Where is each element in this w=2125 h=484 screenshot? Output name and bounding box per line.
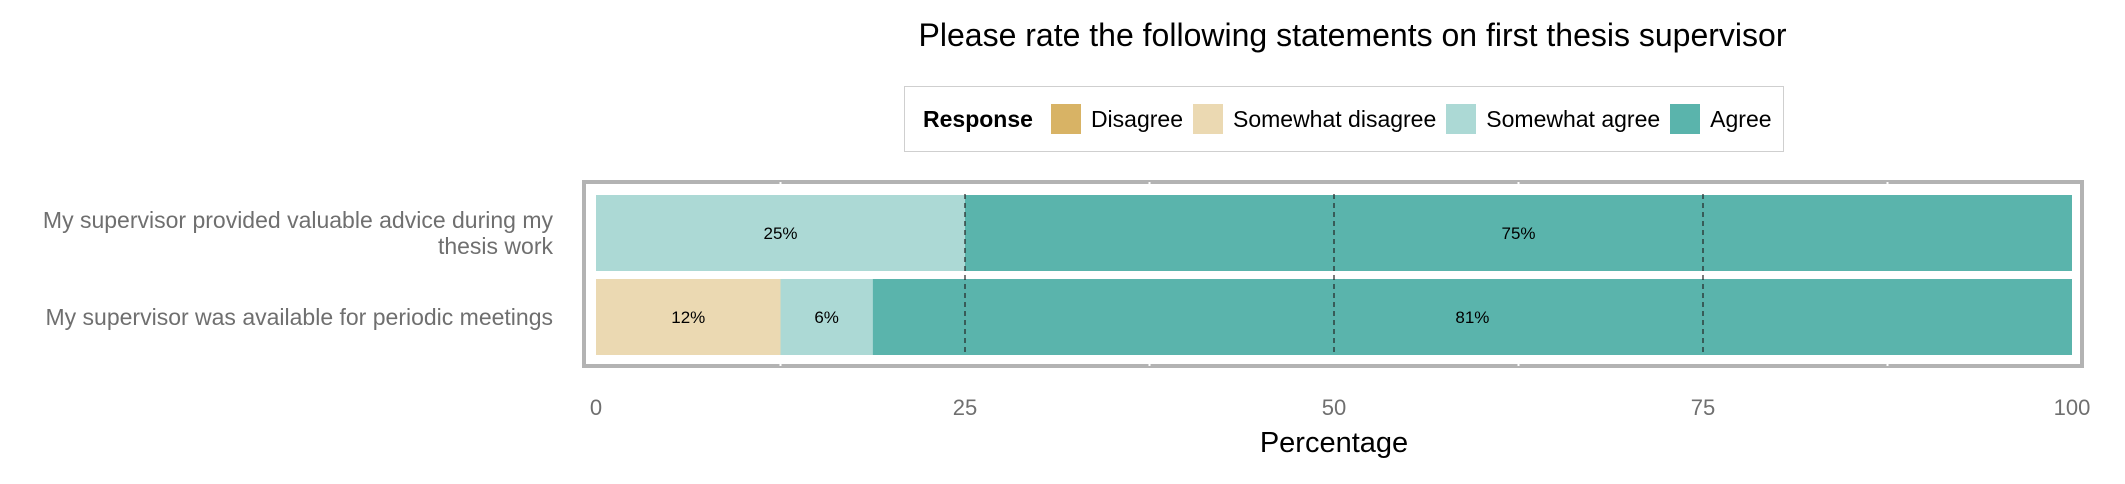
legend-item-disagree: Disagree	[1050, 104, 1183, 134]
bar-segment	[872, 279, 2072, 355]
bar-segment	[596, 279, 781, 355]
x-tick-label: 75	[1691, 395, 1715, 420]
data-label: 12%	[671, 308, 705, 327]
legend-item-somewhat-agree: Somewhat agree	[1446, 104, 1660, 134]
x-tick-label: 0	[590, 395, 602, 420]
legend-label-disagree: Disagree	[1090, 105, 1183, 132]
legend-item-somewhat-disagree: Somewhat disagree	[1192, 104, 1437, 134]
x-tick-label: 25	[953, 395, 977, 420]
category-label: My supervisor was available for periodic…	[46, 304, 554, 330]
category-label: thesis work	[438, 233, 554, 259]
legend-swatch-somewhat-disagree	[1192, 104, 1223, 134]
data-label: 6%	[814, 308, 839, 327]
legend-item-agree: Agree	[1670, 104, 1772, 134]
legend-label-somewhat-agree: Somewhat agree	[1486, 105, 1661, 132]
chart-title: Please rate the following statements on …	[918, 16, 1787, 53]
data-label: 81%	[1455, 308, 1489, 327]
legend-label-somewhat-disagree: Somewhat disagree	[1232, 105, 1437, 132]
category-label: My supervisor provided valuable advice d…	[43, 207, 554, 233]
x-axis-title: Percentage	[1260, 427, 1408, 459]
legend-title: Response	[923, 105, 1033, 132]
legend-swatch-agree	[1670, 104, 1701, 134]
x-tick-label: 100	[2054, 395, 2091, 420]
data-label: 75%	[1501, 224, 1535, 243]
x-tick-label: 50	[1322, 395, 1346, 420]
bar-segment	[965, 195, 2072, 271]
panel-border	[582, 180, 2084, 368]
legend-swatch-somewhat-agree	[1446, 104, 1477, 134]
bar-segment	[780, 279, 873, 355]
legend-swatch-disagree	[1050, 104, 1081, 134]
legend-label-agree: Agree	[1710, 105, 1772, 132]
legend: Response Disagree Somewhat disagree Some…	[904, 86, 1784, 152]
bar-segment	[596, 195, 965, 271]
data-label: 25%	[763, 224, 797, 243]
